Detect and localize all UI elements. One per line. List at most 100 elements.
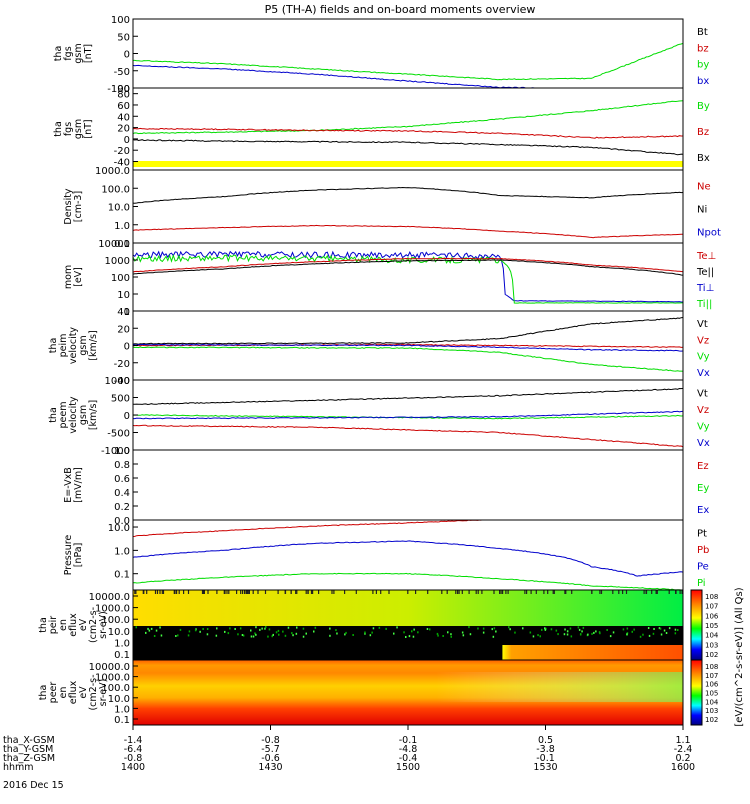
y-axis-label: eV	[78, 686, 89, 699]
colorbar-tick: 108	[705, 663, 718, 671]
ephemeris-value: -0.4	[399, 753, 418, 764]
ion-spectrogram-pixel	[241, 634, 244, 636]
legend-ey: Ey	[697, 483, 709, 494]
ion-spectrogram-pixel	[257, 590, 259, 594]
ion-spectrogram-pixel	[622, 628, 625, 631]
ion-spectrogram-pixel	[296, 626, 298, 629]
ion-spectrogram-pixel	[216, 627, 218, 630]
y-axis-label: tha	[48, 338, 59, 354]
panel-4: 10000 1000 100 10 1 mom [eV] Te⊥ Te|| Ti⊥ Ti||	[63, 239, 716, 318]
ion-spectrogram-pixel	[148, 629, 151, 632]
ion-spectrogram-pixel	[522, 627, 524, 630]
legend-vt: Vt	[697, 319, 708, 330]
ion-spectrogram-pixel	[201, 590, 204, 594]
ion-spectrogram-pixel	[150, 627, 153, 630]
ion-spectrogram-pixel	[544, 628, 547, 631]
ion-spectrogram-pixel	[493, 590, 495, 594]
ion-spectrogram-pixel	[557, 633, 559, 636]
ion-spectrogram-pixel	[663, 629, 666, 632]
ion-spectrogram-pixel	[369, 634, 372, 637]
ion-spectrogram-pixel	[461, 590, 463, 594]
ion-spectrogram-pixel	[595, 630, 597, 633]
ion-spectrogram-pixel	[206, 633, 209, 636]
panel-frame	[132, 449, 684, 521]
ion-spectrogram-pixel	[250, 635, 253, 638]
ion-spectrogram-pixel	[462, 634, 465, 637]
ion-spectrogram-pixel	[252, 590, 254, 594]
y-tick-label: 20	[117, 324, 130, 335]
ion-spectrogram-pixel	[178, 590, 180, 594]
y-axis-label: eV	[78, 618, 89, 631]
colorbar-tick: 103	[705, 707, 718, 715]
ion-spectrogram-pixel	[544, 627, 546, 630]
y-tick-label: 1000.0	[95, 673, 130, 684]
ion-spectrogram-pixel	[457, 590, 459, 594]
ion-spectrogram-pixel	[378, 626, 381, 629]
y-tick-label: 1000	[105, 256, 130, 267]
ion-spectrogram-pixel	[411, 630, 413, 633]
ion-spectrogram-pixel	[255, 626, 257, 629]
colorbar-tick: 107	[705, 603, 718, 611]
ion-spectrogram-pixel	[441, 590, 443, 594]
y-tick-label: 0	[124, 411, 130, 422]
ion-spectrogram-pixel	[259, 628, 261, 631]
series-line-8-2	[132, 540, 684, 577]
ion-spectrogram-pixel	[239, 627, 242, 630]
ephemeris-value: 1500	[396, 762, 420, 773]
y-tick-label: -40	[114, 376, 130, 387]
ion-spectrogram-pixel	[302, 627, 305, 630]
y-tick-label: 60	[117, 101, 130, 112]
panel-5: 40 20 0 -20 -40 tha peim velocity gsm [km/s] Vt Vz V…	[48, 307, 710, 387]
y-tick-label: 100.0	[101, 615, 130, 626]
ion-spectrogram-pixel	[202, 628, 204, 630]
ion-spectrogram-pixel	[161, 590, 163, 594]
ion-high-energy-band	[133, 590, 683, 626]
legend-bz: bz	[697, 43, 709, 54]
ephemeris-label: tha_Z-GSM	[3, 753, 55, 764]
ion-spectrogram-pixel	[194, 629, 197, 632]
ion-spectrogram-pixel	[187, 634, 190, 637]
ion-spectrogram-pixel	[482, 627, 485, 630]
ion-spectrogram-pixel	[223, 590, 225, 594]
ion-spectrogram-pixel	[145, 631, 147, 634]
ion-spectrogram-pixel	[593, 631, 595, 634]
ion-spectrogram-pixel	[302, 635, 305, 638]
ion-spectrogram-pixel	[153, 635, 156, 637]
ion-spectrogram-pixel	[207, 590, 209, 594]
legend-ez: Ez	[697, 461, 709, 472]
ion-spectrogram-pixel	[674, 632, 677, 635]
ion-spectrogram-pixel	[477, 590, 479, 594]
ion-spectrogram-pixel	[570, 635, 573, 638]
ion-spectrogram-pixel	[674, 628, 677, 631]
y-tick-label: 40	[117, 307, 130, 318]
ion-spectrogram-pixel	[264, 590, 267, 594]
ephemeris-label: tha_X-GSM	[3, 735, 55, 746]
ion-spectrogram-pixel	[159, 590, 161, 594]
ion-spectrogram-pixel	[175, 635, 177, 637]
ion-spectrogram-pixel	[668, 590, 670, 594]
ephemeris-label: tha_Y-GSM	[3, 744, 53, 755]
ion-spectrogram-pixel	[524, 590, 526, 594]
ion-spectrogram-pixel	[541, 628, 543, 631]
ion-spectrogram-pixel	[278, 633, 280, 636]
ephemeris-value: -0.1	[536, 753, 555, 764]
ion-spectrogram-pixel	[240, 590, 242, 594]
y-tick-label: 50	[117, 32, 130, 43]
ion-spectrogram-pixel	[393, 632, 395, 635]
series-line-4-4	[132, 259, 684, 276]
y-tick-label: 1000.0	[95, 166, 130, 177]
ion-spectrogram-pixel	[267, 635, 269, 638]
ion-spectrogram-pixel	[244, 590, 246, 594]
ion-spectrogram-pixel	[364, 631, 366, 634]
ion-spectrogram-pixel	[612, 631, 615, 634]
ion-spectrogram-pixel	[176, 590, 178, 594]
ephemeris-value: -5.7	[261, 744, 280, 755]
y-axis-label: [nPa]	[73, 543, 84, 568]
legend-bz: Bz	[697, 127, 709, 138]
ion-spectrogram-pixel	[429, 628, 431, 631]
y-tick-label: 1.0	[114, 546, 130, 557]
ion-spectrogram-pixel	[577, 626, 580, 629]
electron-spectrogram-band	[435, 672, 683, 702]
